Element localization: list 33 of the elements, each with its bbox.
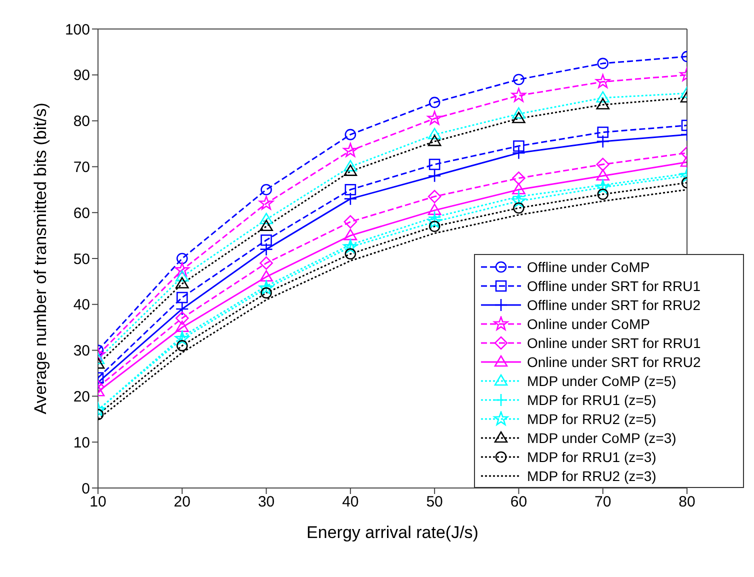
x-tick-label: 30 <box>258 494 275 511</box>
x-tick-label: 80 <box>678 494 696 511</box>
y-tick-label: 60 <box>73 204 90 222</box>
legend-label: MDP for RRU2 (z=5) <box>527 410 656 426</box>
y-tick-label: 30 <box>73 342 90 360</box>
x-tick-label: 70 <box>594 494 612 511</box>
x-tick-label: 50 <box>426 494 443 511</box>
y-tick-label: 70 <box>73 159 90 176</box>
legend-label: MDP for RRU1 (z=3) <box>527 448 656 464</box>
y-tick-label: 50 <box>73 250 90 268</box>
y-tick-label: 80 <box>73 113 90 130</box>
legend-label: Online under SRT for RRU2 <box>527 354 701 370</box>
x-tick-label: 10 <box>90 494 106 511</box>
legend-label: MDP for RRU1 (z=5) <box>527 392 656 408</box>
legend-label: Online under SRT for RRU1 <box>527 334 701 350</box>
legend-label: Offline under SRT for RRU2 <box>527 296 701 312</box>
x-tick-label: 20 <box>174 494 190 511</box>
x-tick-label: 40 <box>342 494 359 511</box>
y-tick-label: 90 <box>73 67 90 84</box>
legend-label: Online under CoMP <box>527 316 650 332</box>
legend-label: Offline under CoMP <box>527 258 650 274</box>
legend-label: MDP under CoMP (z=3) <box>527 430 676 446</box>
x-tick-label: 60 <box>510 494 528 511</box>
y-tick-label: 10 <box>73 434 90 452</box>
y-tick-label: 40 <box>73 296 90 314</box>
x-axis-title: Energy arrival rate(J/s) <box>306 523 478 542</box>
y-tick-label: 0 <box>82 480 90 498</box>
y-axis-title: Average number of transmitted bits (bit/s) <box>31 102 50 414</box>
legend-label: MDP for RRU2 (z=3) <box>527 468 656 484</box>
y-tick-label: 100 <box>64 21 90 38</box>
legend-label: MDP under CoMP (z=5) <box>527 372 676 388</box>
y-tick-label: 20 <box>73 388 90 406</box>
legend-label: Offline under SRT for RRU1 <box>527 278 701 294</box>
